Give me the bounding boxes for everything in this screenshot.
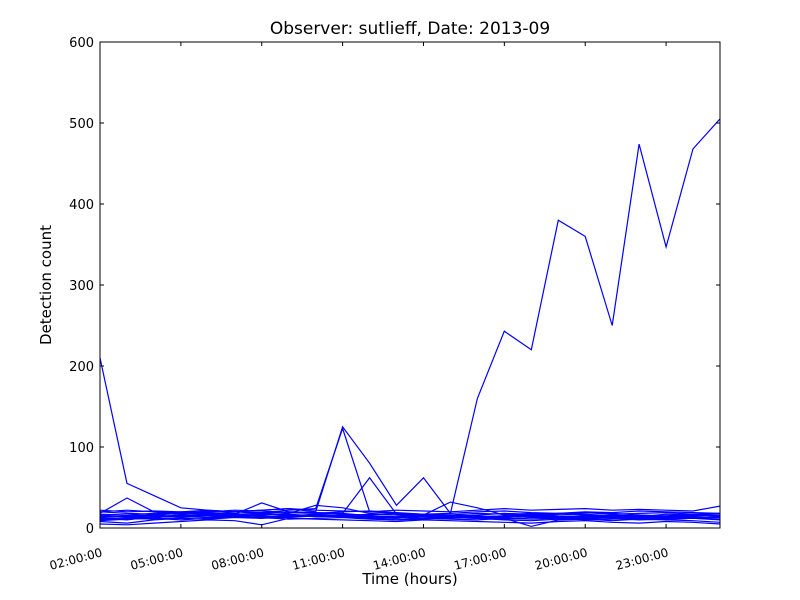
- y-tick-label: 400: [69, 198, 94, 213]
- x-tick-label: 23:00:00: [614, 545, 670, 572]
- y-tick-label: 200: [69, 360, 94, 375]
- y-tick-label: 100: [69, 441, 94, 456]
- x-tick-label: 11:00:00: [291, 545, 347, 572]
- x-tick-label: 02:00:00: [48, 545, 104, 572]
- series-line-16: [99, 516, 721, 528]
- series-line-1: [99, 357, 721, 521]
- y-tick-label: 300: [69, 279, 94, 294]
- x-tick-label: 14:00:00: [372, 545, 428, 572]
- y-tick-label: 600: [69, 36, 94, 51]
- x-tick-label: 05:00:00: [129, 545, 185, 572]
- y-tick-label: 500: [69, 117, 94, 132]
- chart-title: Observer: sutlieff, Date: 2013-09: [270, 19, 550, 39]
- x-tick-label: 08:00:00: [210, 545, 266, 572]
- axis-ticks: 0 100 200 300 400 500 600 02:00:00 05:00:00 08:00…: [48, 36, 720, 573]
- plot-frame: [99, 41, 721, 529]
- x-tick-label: 20:00:00: [533, 545, 589, 572]
- series-lines: [99, 118, 721, 528]
- series-line-12: [99, 505, 721, 513]
- y-axis-title: Detection count: [37, 225, 55, 345]
- series-line-3: [99, 426, 721, 519]
- y-tick-label: 0: [86, 522, 94, 537]
- series-line-2: [99, 118, 721, 518]
- x-axis-title: Time (hours): [361, 570, 457, 588]
- series-line-11: [99, 517, 721, 526]
- series-line-15: [99, 515, 721, 520]
- series-line-14: [99, 511, 721, 516]
- x-tick-label: 17:00:00: [452, 545, 508, 572]
